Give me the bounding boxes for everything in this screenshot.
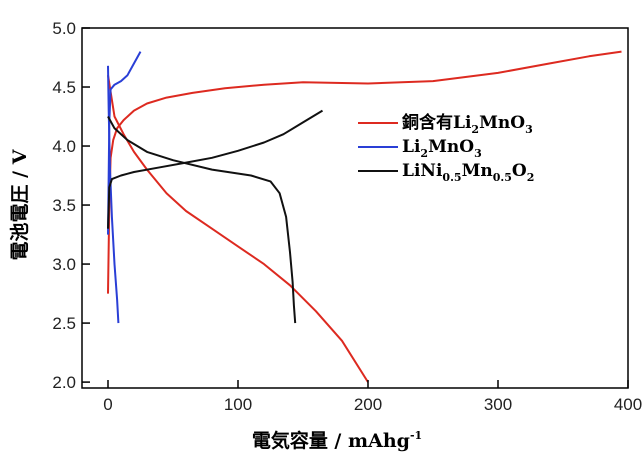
x-tick-label: 0 <box>103 395 112 414</box>
plot-lines <box>107 50 622 383</box>
y-tick-label: 4.5 <box>52 78 76 97</box>
x-axis-title: 電気容量 / mAhg-1 <box>252 429 422 452</box>
y-tick-label: 2.0 <box>52 373 76 392</box>
legend-label-lini: LiNi0.5Mn0.5O2 <box>402 161 534 184</box>
series-line-lini-discharge <box>107 116 297 324</box>
x-tick-label: 100 <box>224 395 252 414</box>
series-line-li2-discharge <box>107 65 120 324</box>
plot-frame <box>81 27 629 389</box>
y-axis-ticks: 2.0 2.5 3.0 3.5 4.0 4.5 5.0 <box>52 19 90 392</box>
x-tick-label: 400 <box>614 395 642 414</box>
y-axis-title: 電池電圧 / V <box>8 148 31 260</box>
legend-label-li2: Li2MnO3 <box>402 137 482 160</box>
y-tick-label: 4.0 <box>52 137 76 156</box>
series-line-cu-discharge <box>107 75 369 383</box>
legend-label-cu: 銅含有Li2MnO3 <box>402 112 533 136</box>
x-tick-label: 300 <box>484 395 512 414</box>
y-tick-label: 2.5 <box>52 314 76 333</box>
x-axis-ticks: 0 100 200 300 400 <box>103 380 642 414</box>
y-tick-label: 3.5 <box>52 196 76 215</box>
y-tick-label: 3.0 <box>52 255 76 274</box>
series-line-cu-charge <box>107 50 622 294</box>
x-tick-label: 200 <box>354 395 382 414</box>
y-tick-label: 5.0 <box>52 19 76 38</box>
